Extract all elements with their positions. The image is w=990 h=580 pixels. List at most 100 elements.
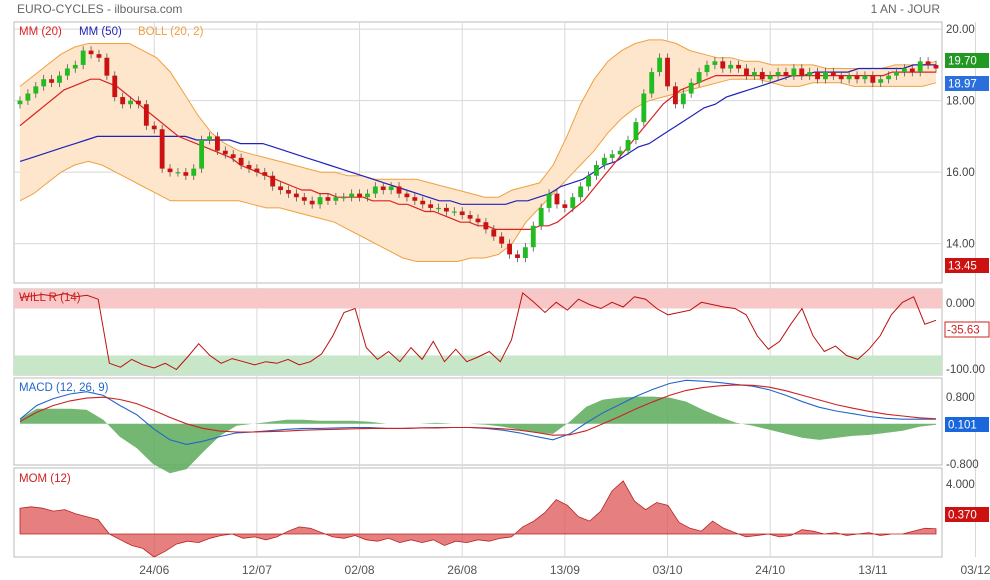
candle-body [854, 75, 860, 80]
candle-body [17, 100, 23, 105]
candle-body [751, 72, 757, 76]
candle-body [759, 72, 765, 80]
candle-body [870, 75, 876, 83]
candle-body [578, 186, 584, 198]
x-tick-label: 12/07 [242, 563, 272, 577]
candle-body [428, 204, 434, 208]
candle-body [396, 186, 402, 194]
candle-body [72, 64, 78, 69]
candle-body [846, 75, 852, 80]
candle-body [862, 75, 868, 80]
macd-title: MACD (12, 26, 9) [19, 382, 109, 394]
candle-body [151, 125, 157, 130]
candle-body [199, 139, 205, 169]
candle-body [522, 247, 528, 258]
candle-body [207, 136, 212, 140]
candle-body [830, 72, 836, 76]
candle-body [649, 72, 655, 94]
mom-tick-top: 4.000 [946, 479, 975, 491]
candle-body [483, 222, 489, 230]
signal-line [19, 384, 937, 436]
x-tick-label: 24/10 [755, 563, 785, 577]
candle-body [341, 197, 347, 199]
candle-body [791, 68, 797, 76]
candle-body [499, 236, 505, 244]
candle-body [238, 157, 244, 166]
willr-oversold-zone [14, 355, 942, 375]
ma50-badge-bg [945, 76, 989, 91]
legend-ma20: MM (20) [19, 26, 62, 38]
candle-body [380, 186, 386, 191]
candle-body [728, 64, 734, 69]
willr-tick-top: 0.000 [946, 298, 975, 310]
x-tick-label: 03/10 [653, 563, 683, 577]
candle-body [333, 197, 339, 201]
macd-tick-bottom: -0.800 [946, 459, 979, 471]
candle-body [562, 204, 568, 208]
candle-body [657, 57, 663, 73]
y-tick-label: 16.00 [946, 167, 975, 179]
candle-body [436, 207, 441, 210]
candle-body [254, 168, 260, 173]
candle-body [459, 211, 465, 216]
candle-body [317, 197, 323, 205]
candle-body [704, 64, 710, 73]
candle-body [349, 193, 355, 198]
candle-body [554, 193, 560, 205]
willr-badge-bg [944, 321, 990, 338]
candle-body [357, 193, 362, 198]
candle-body [404, 193, 410, 198]
candle-body [767, 75, 773, 80]
x-axis-ticks: 24/06 12/07 02/08 26/08 13/09 03/10 24/10 13/11… [139, 563, 990, 577]
willr-overbought-zone [14, 289, 942, 309]
candle-body [886, 75, 892, 80]
panel-frame-4 [13, 467, 943, 558]
x-tick-label: 02/08 [345, 563, 375, 577]
candle-body [917, 61, 923, 73]
bollinger-upper [19, 39, 937, 198]
candle-body [815, 72, 820, 80]
candle-body [443, 207, 449, 212]
candle-body [57, 75, 62, 83]
candle-body [744, 68, 749, 76]
low-badge-bg [945, 258, 989, 273]
candle-body [451, 211, 457, 213]
ma50-line [19, 64, 936, 205]
momentum-area [19, 480, 937, 558]
candle-body [293, 193, 299, 198]
candle-body [799, 68, 805, 76]
last-price-badge-bg [945, 53, 989, 68]
candle-body [720, 61, 726, 69]
candle-body [49, 79, 55, 83]
willr-line [19, 291, 937, 371]
candle-body [467, 215, 473, 219]
price-y-ticks: 20.00 18.00 16.00 14.00 [946, 24, 975, 251]
candle-body [420, 200, 426, 205]
candle-body [530, 225, 536, 248]
candle-body [183, 172, 189, 176]
candle-body [120, 97, 126, 105]
x-tick-label: 03/12 [960, 563, 990, 577]
ma50-badge: 18.97 [948, 79, 977, 91]
macd-badge-bg [945, 417, 989, 432]
candle-body [601, 157, 607, 166]
candle-body [901, 68, 907, 73]
bollinger-band [20, 39, 936, 262]
candle-body [538, 207, 544, 226]
mom-badge: 0.370 [948, 510, 977, 522]
candle-body [546, 193, 552, 208]
macd-badge: 0.101 [948, 420, 977, 432]
candle-body [625, 139, 631, 151]
candle-body [696, 72, 702, 83]
candle-body [586, 175, 591, 187]
candle-body [680, 93, 686, 105]
candle-body [25, 93, 31, 101]
candle-body [633, 122, 639, 140]
mom-title: MOM (12) [19, 473, 71, 485]
candle-body [609, 154, 615, 158]
x-tick-label: 24/06 [139, 563, 169, 577]
candle-body [641, 93, 647, 123]
candle-body [933, 64, 939, 69]
last-price-badge: 19.70 [948, 56, 977, 68]
